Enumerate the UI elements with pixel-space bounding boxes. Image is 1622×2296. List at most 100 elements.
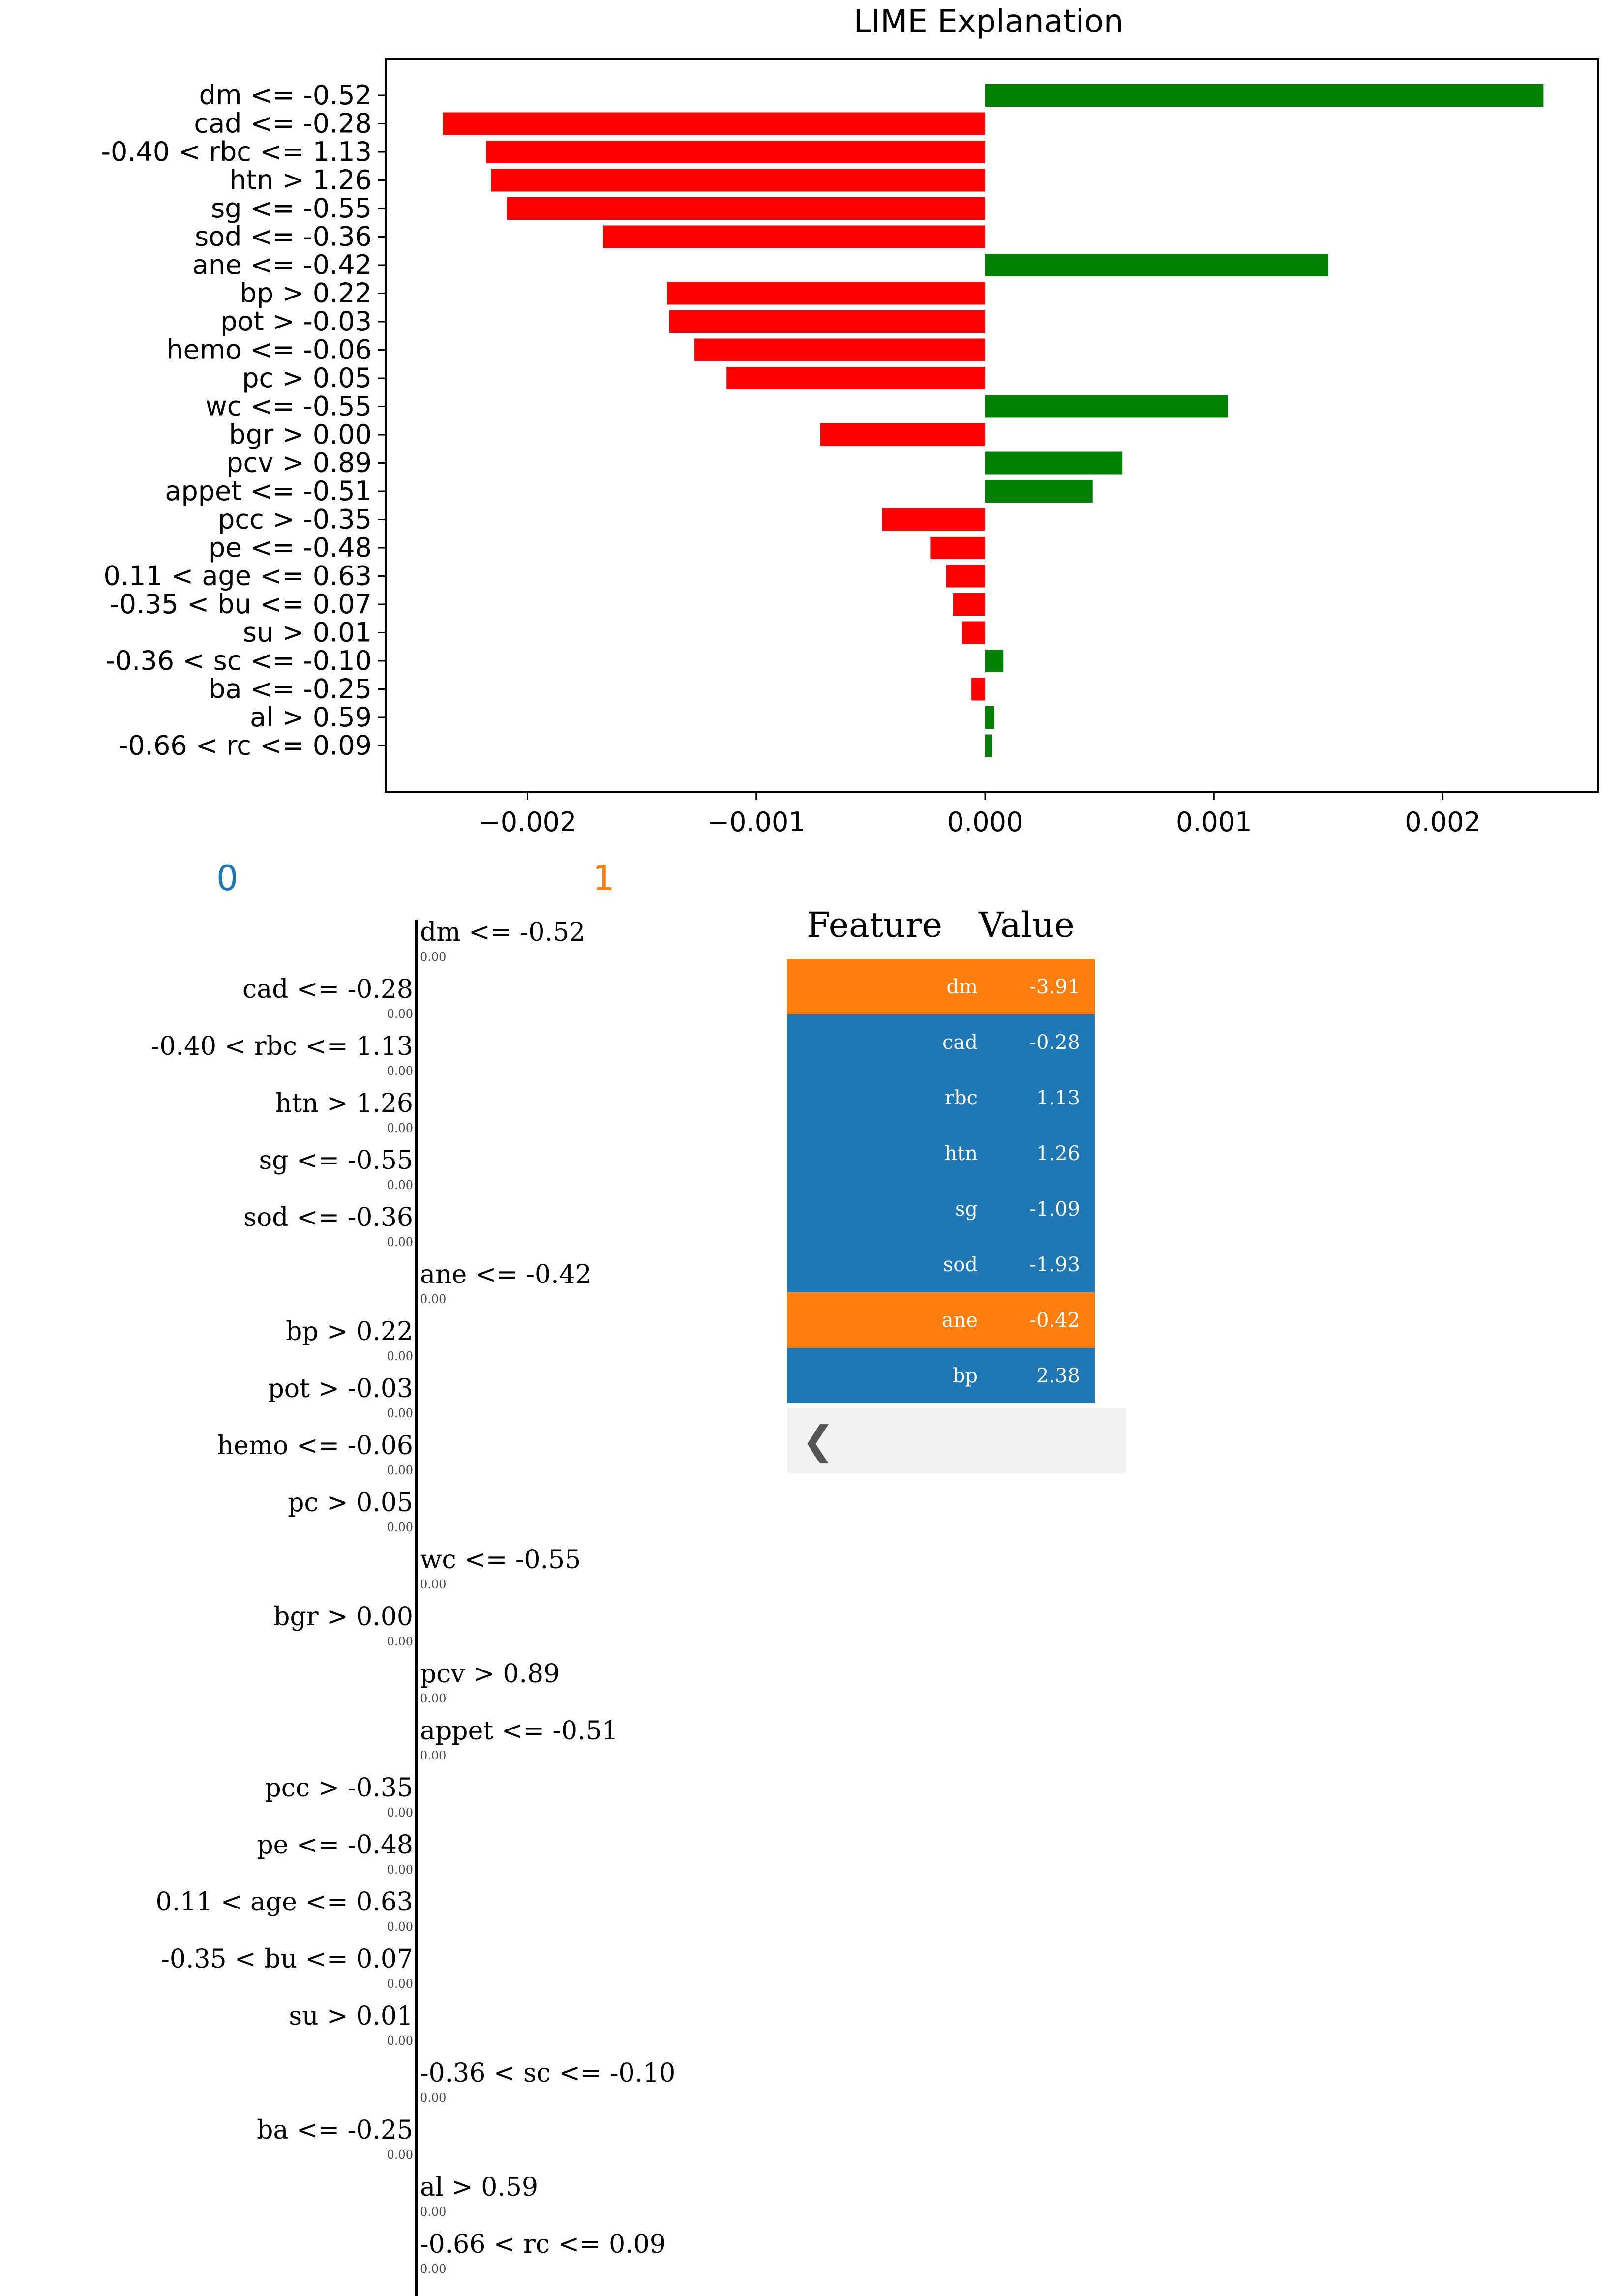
feature-value: -0.42 bbox=[1029, 1309, 1080, 1332]
explanation-label: htn > 1.26 bbox=[275, 1089, 413, 1118]
class-label-1: 1 bbox=[593, 858, 615, 898]
explanation-row: dm <= -0.52 0.00 bbox=[420, 917, 764, 974]
explanation-weight: 0.00 bbox=[387, 1521, 413, 1534]
explanation-label: dm <= -0.52 bbox=[420, 918, 586, 947]
explanation-row: ba <= -0.25 0.00 bbox=[0, 2115, 413, 2172]
y-tick-label-21: ba <= -0.25 bbox=[209, 674, 372, 705]
explanation-weight: 0.00 bbox=[387, 2148, 413, 2162]
explanation-row: -0.40 < rbc <= 1.13 0.00 bbox=[0, 1031, 413, 1088]
header-value: Value bbox=[979, 905, 1075, 945]
y-tick-label-8: pot > -0.03 bbox=[220, 306, 372, 337]
chart-title: LIME Explanation bbox=[854, 3, 1124, 40]
bar-6 bbox=[985, 254, 1328, 276]
explanation-row: cad <= -0.28 0.00 bbox=[0, 974, 413, 1031]
y-tick-label-0: dm <= -0.52 bbox=[199, 80, 372, 111]
feature-table-body: dm -3.91 cad -0.28 rbc 1.13 htn 1.26 sg -1.09 sod -… bbox=[787, 959, 1095, 1403]
class-label-0: 0 bbox=[216, 858, 239, 898]
bar-16 bbox=[930, 537, 986, 559]
feature-name: htn bbox=[944, 1142, 978, 1165]
bar-19 bbox=[962, 621, 986, 644]
bars-layer bbox=[443, 84, 1544, 757]
explanation-row: su > 0.01 0.00 bbox=[0, 2001, 413, 2058]
y-tick-label-7: bp > 0.22 bbox=[240, 278, 372, 309]
bar-9 bbox=[694, 338, 986, 361]
x-tick-label-1: −0.001 bbox=[707, 806, 806, 836]
explanation-weight: 0.00 bbox=[387, 1977, 413, 1991]
y-tick-label-15: pcc > -0.35 bbox=[218, 504, 372, 535]
explanation-weight: 0.00 bbox=[387, 2034, 413, 2048]
explanation-row: al > 0.59 0.00 bbox=[420, 2172, 764, 2229]
explanation-row: pc > 0.05 0.00 bbox=[0, 1488, 413, 1545]
bar-22 bbox=[985, 706, 994, 729]
explanation-label: pcc > -0.35 bbox=[265, 1773, 413, 1803]
explanation-label: pe <= -0.48 bbox=[257, 1830, 413, 1860]
explanation-row: htn > 1.26 0.00 bbox=[0, 1088, 413, 1145]
bar-5 bbox=[603, 225, 986, 248]
explanation-weight: 0.00 bbox=[387, 1863, 413, 1877]
explanation-row: ane <= -0.42 0.00 bbox=[420, 1259, 764, 1316]
explanation-weight: 0.00 bbox=[387, 1806, 413, 1819]
y-tick-label-4: sg <= -0.55 bbox=[211, 193, 372, 224]
bar-21 bbox=[971, 678, 986, 701]
bar-12 bbox=[820, 423, 986, 446]
explanation-label: wc <= -0.55 bbox=[420, 1545, 581, 1575]
explanation-label: pcv > 0.89 bbox=[420, 1659, 560, 1689]
bar-13 bbox=[985, 451, 1123, 475]
lime-html-explanation: 0 1 dm <= -0.52 0.00 cad <= -0.28 0.00 -0.40… bbox=[0, 836, 1622, 2296]
explanation-label: ba <= -0.25 bbox=[257, 2116, 413, 2145]
feature-name: cad bbox=[942, 1031, 978, 1054]
feature-name: dm bbox=[946, 975, 978, 998]
explanation-label: su > 0.01 bbox=[289, 2001, 413, 2031]
x-tick-label-4: 0.002 bbox=[1405, 806, 1481, 836]
feature-name: rbc bbox=[944, 1086, 978, 1109]
y-tick-label-9: hemo <= -0.06 bbox=[166, 334, 372, 365]
bar-3 bbox=[491, 169, 986, 192]
feature-value: -1.09 bbox=[1029, 1197, 1080, 1221]
explanation-row: wc <= -0.55 0.00 bbox=[420, 1545, 764, 1602]
explanation-label: pc > 0.05 bbox=[288, 1488, 413, 1518]
explanation-weight: 0.00 bbox=[387, 1463, 413, 1477]
explanation-weight: 0.00 bbox=[420, 1578, 447, 1591]
explanation-label: appet <= -0.51 bbox=[420, 1716, 618, 1746]
explanation-row: bgr > 0.00 0.00 bbox=[0, 1602, 413, 1659]
y-tick-label-1: cad <= -0.28 bbox=[194, 108, 372, 139]
chevron-left-icon[interactable]: ❮ bbox=[802, 1418, 835, 1463]
feature-value: 1.26 bbox=[1036, 1142, 1080, 1165]
explanation-row: pot > -0.03 0.00 bbox=[0, 1373, 413, 1431]
feature-row-cad: cad -0.28 bbox=[787, 1014, 1095, 1070]
explanation-row: bp > 0.22 0.00 bbox=[0, 1316, 413, 1373]
explanation-label: -0.35 < bu <= 0.07 bbox=[161, 1944, 413, 1974]
explanation-weight: 0.00 bbox=[387, 1064, 413, 1078]
y-tick-label-17: 0.11 < age <= 0.63 bbox=[104, 561, 372, 592]
explanation-label: 0.11 < age <= 0.63 bbox=[155, 1887, 413, 1917]
explanation-row: -0.66 < rc <= 0.09 0.00 bbox=[420, 2229, 764, 2286]
explanation-weight: 0.00 bbox=[387, 1178, 413, 1192]
explanation-label: pot > -0.03 bbox=[268, 1374, 413, 1403]
y-tick-label-2: -0.40 < rbc <= 1.13 bbox=[101, 136, 372, 167]
bar-2 bbox=[486, 141, 986, 163]
explanation-weight: 0.00 bbox=[420, 2091, 447, 2105]
bar-23 bbox=[985, 734, 992, 757]
feature-row-dm: dm -3.91 bbox=[787, 959, 1095, 1014]
explanation-label: ane <= -0.42 bbox=[420, 1260, 592, 1289]
feature-row-htn: htn 1.26 bbox=[787, 1126, 1095, 1181]
explanation-label: -0.36 < sc <= -0.10 bbox=[420, 2058, 676, 2088]
bar-15 bbox=[882, 508, 986, 531]
explanation-axis bbox=[415, 920, 418, 2296]
y-tick-label-18: -0.35 < bu <= 0.07 bbox=[110, 589, 372, 620]
x-tick-label-2: 0.000 bbox=[947, 806, 1023, 836]
bar-8 bbox=[669, 310, 986, 333]
bar-14 bbox=[985, 480, 1093, 503]
y-tick-label-14: appet <= -0.51 bbox=[165, 476, 372, 507]
header-feature: Feature bbox=[807, 905, 943, 945]
y-tick-label-16: pe <= -0.48 bbox=[209, 532, 372, 563]
feature-name: sg bbox=[955, 1197, 978, 1221]
x-tick-label-0: −0.002 bbox=[479, 806, 577, 836]
table-scrollbar[interactable]: ❮ bbox=[787, 1408, 1126, 1473]
explanation-row: pe <= -0.48 0.00 bbox=[0, 1830, 413, 1887]
explanation-label: al > 0.59 bbox=[420, 2173, 539, 2202]
feature-row-bp: bp 2.38 bbox=[787, 1348, 1095, 1403]
explanation-label: bgr > 0.00 bbox=[273, 1602, 413, 1632]
